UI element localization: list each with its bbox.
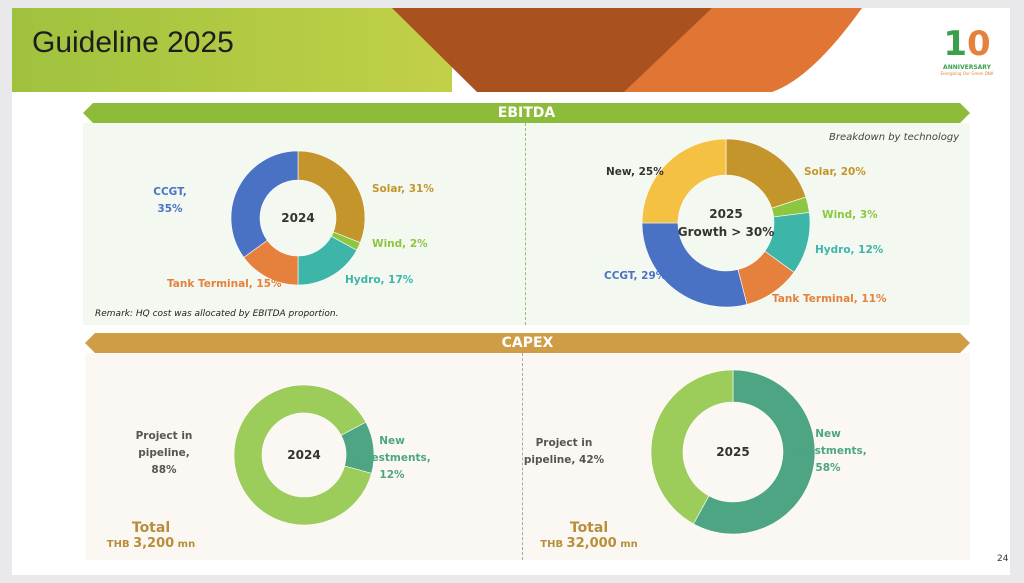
capex-total-2024: Total THB 3,200 mn [96,520,206,551]
data-label: Solar, 20% [804,166,866,178]
data-label: Tank Terminal, 11% [772,293,887,305]
ebitda-panel [83,123,970,325]
currency: THB [106,539,130,550]
donut-slice-project-in-pipeline [650,369,734,525]
data-label: Tank Terminal, 15% [167,278,282,290]
capex-divider [522,353,523,560]
total-amount: 32,000 [566,536,617,551]
donut-charts [230,138,816,535]
donut-center-label: 2024 [281,211,315,225]
data-label: New, 25% [606,166,664,178]
donut-slice-ccgt [230,150,299,258]
donut-center-label: 2024 [287,448,321,462]
data-label: Hydro, 17% [345,274,414,286]
donut-slice-solar [725,138,807,209]
header-banner [12,8,862,92]
capex-total-2025: Total THB 32,000 mn [534,520,644,551]
anniversary-logo: 10 ANNIVERSARY Energizing Our Green DNA [940,24,994,76]
donut-slice-new-investments [693,369,816,535]
donut-center-label: 2025 Growth > 30% [677,207,775,239]
ebitda-divider [525,123,526,325]
data-label: CCGT, 35% [153,186,187,215]
data-label: Wind, 3% [822,209,878,221]
unit: mn [620,539,638,550]
total-label: Total [569,520,609,536]
total-amount: 3,200 [133,536,175,551]
slide: Guideline 2025 10 ANNIVERSARY Energizing… [12,8,1010,575]
page-title: Guideline 2025 [32,26,234,59]
page-number: 24 [997,554,1009,564]
remark: Remark: HQ cost was allocated by EBITDA … [95,309,339,319]
data-label: Project in pipeline, 88% [135,430,193,476]
data-label: Project in pipeline, 42% [523,437,605,466]
capex-section-header: CAPEX [85,333,970,353]
data-label: CCGT, 29% [604,270,667,282]
breakdown-note: Breakdown by technology [829,132,960,143]
donut-slice-ccgt [641,222,748,308]
ebitda-section-header: EBITDA [83,103,970,123]
data-label: Wind, 2% [372,238,428,250]
data-label: New Investments, 12% [353,435,431,481]
donut-slice-new [641,138,727,224]
currency: THB [540,539,564,550]
capex-panel [85,353,970,560]
data-label: Hydro, 12% [815,244,884,256]
donut-center-label: 2025 [716,445,750,459]
total-label: Total [131,520,171,536]
unit: mn [177,539,196,550]
donut-slice-project-in-pipeline [233,384,372,526]
data-label: New Investments, 58% [789,428,867,474]
donut-slice-solar [297,150,366,244]
data-label: Solar, 31% [372,183,434,195]
